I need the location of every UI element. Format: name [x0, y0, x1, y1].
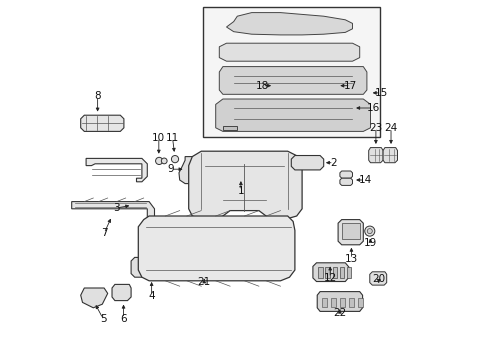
Polygon shape — [317, 292, 362, 311]
Text: 8: 8 — [94, 91, 101, 102]
Text: 15: 15 — [374, 88, 387, 98]
Polygon shape — [72, 202, 154, 261]
Polygon shape — [368, 148, 382, 163]
Bar — [339, 267, 344, 278]
Bar — [346, 267, 351, 278]
Bar — [342, 223, 360, 239]
Polygon shape — [112, 284, 131, 301]
Text: 9: 9 — [167, 164, 174, 174]
Circle shape — [366, 229, 371, 234]
Text: 20: 20 — [371, 274, 385, 284]
Text: 12: 12 — [323, 273, 336, 283]
Polygon shape — [219, 67, 366, 94]
Polygon shape — [337, 220, 363, 245]
Text: 3: 3 — [112, 203, 119, 213]
Circle shape — [161, 158, 167, 164]
Text: 24: 24 — [384, 123, 397, 133]
Bar — [330, 298, 336, 307]
Polygon shape — [369, 272, 386, 285]
Text: 2: 2 — [330, 158, 336, 168]
Bar — [332, 267, 336, 278]
Text: 13: 13 — [344, 254, 357, 264]
Text: 11: 11 — [165, 132, 179, 143]
Text: 22: 22 — [333, 308, 346, 318]
Polygon shape — [226, 13, 352, 35]
Polygon shape — [291, 156, 323, 170]
Polygon shape — [138, 216, 294, 281]
Polygon shape — [312, 263, 348, 282]
Polygon shape — [188, 151, 302, 220]
Polygon shape — [131, 257, 168, 277]
Bar — [348, 298, 354, 307]
Polygon shape — [179, 157, 217, 184]
Text: 4: 4 — [148, 291, 155, 301]
Bar — [325, 267, 329, 278]
Text: 19: 19 — [363, 238, 376, 248]
Text: 6: 6 — [120, 314, 126, 324]
Text: 21: 21 — [197, 277, 210, 287]
Polygon shape — [215, 99, 370, 131]
Bar — [321, 298, 326, 307]
Bar — [318, 267, 322, 278]
Text: 5: 5 — [100, 314, 106, 324]
Polygon shape — [86, 158, 147, 182]
Text: 14: 14 — [358, 175, 371, 185]
Circle shape — [364, 226, 374, 236]
Circle shape — [171, 156, 178, 163]
Polygon shape — [81, 288, 107, 308]
Polygon shape — [382, 148, 397, 163]
Text: 16: 16 — [366, 103, 379, 113]
Text: 23: 23 — [368, 123, 382, 133]
Text: 7: 7 — [101, 228, 107, 238]
Text: 18: 18 — [255, 81, 268, 91]
Polygon shape — [339, 171, 352, 178]
Circle shape — [155, 157, 163, 165]
Bar — [357, 298, 363, 307]
Bar — [203, 7, 379, 137]
Bar — [339, 298, 345, 307]
Text: 1: 1 — [237, 186, 244, 196]
Polygon shape — [219, 43, 359, 61]
Polygon shape — [223, 126, 237, 130]
Polygon shape — [81, 115, 123, 131]
Polygon shape — [339, 178, 352, 185]
Text: 17: 17 — [344, 81, 357, 91]
Text: 10: 10 — [152, 132, 165, 143]
